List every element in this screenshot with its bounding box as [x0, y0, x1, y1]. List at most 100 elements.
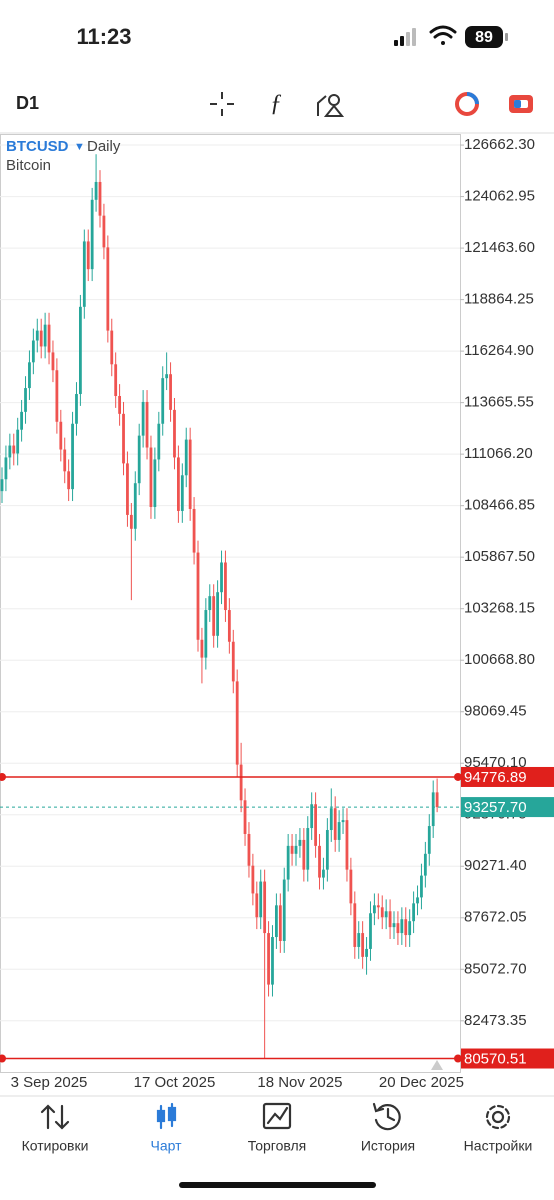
y-tick-label: 113665.55	[464, 394, 534, 411]
candle-body	[302, 839, 306, 870]
candle-body	[157, 423, 161, 460]
tab[interactable]	[443, 1097, 554, 1167]
candle-body	[137, 435, 141, 484]
candle-body	[184, 439, 188, 476]
level-handle	[0, 772, 6, 781]
candle-body	[341, 820, 345, 823]
candle-body	[47, 324, 51, 353]
candle-body	[110, 330, 114, 365]
candle-body	[420, 875, 423, 898]
candle-body	[82, 241, 86, 307]
y-tick-label: 87672.05	[464, 909, 527, 926]
candle-body	[90, 199, 94, 270]
candle-body	[231, 641, 235, 682]
candle-body	[298, 839, 302, 846]
candle-body	[67, 471, 71, 490]
candle-body	[251, 865, 255, 894]
candle-body	[122, 413, 125, 464]
candle-body	[149, 447, 153, 507]
tab[interactable]	[111, 1097, 222, 1167]
tab-label: История	[361, 1138, 415, 1154]
candle-body	[173, 409, 176, 458]
candle-body	[361, 933, 365, 957]
price-levels: 94776.89 80570.51 93257.70	[0, 766, 554, 1069]
candle-body	[325, 830, 329, 870]
candle-body	[180, 475, 184, 511]
candle-body	[435, 792, 439, 808]
candle-body	[271, 937, 274, 985]
candle-body	[75, 394, 78, 424]
candle-body	[416, 897, 419, 904]
candle-body	[227, 610, 231, 642]
candle-body	[243, 800, 247, 834]
crosshair-button[interactable]	[210, 92, 234, 116]
level-tag	[461, 766, 554, 787]
tab-label: Настройки	[464, 1138, 533, 1154]
tab[interactable]	[0, 1097, 111, 1167]
history-icon	[372, 1102, 401, 1131]
candle-body	[357, 933, 361, 947]
tab[interactable]	[332, 1097, 443, 1167]
x-tick-label: 3 Sep 2025	[11, 1074, 88, 1091]
quotes-icon	[40, 1104, 70, 1130]
candle-body	[427, 826, 431, 854]
candle-body	[94, 181, 98, 200]
tab-label: Чарт	[150, 1138, 182, 1154]
symbol[interactable]: BTCUSD	[6, 138, 69, 155]
candle-body	[55, 370, 59, 422]
trade-button[interactable]	[455, 92, 479, 116]
candle-body	[220, 562, 223, 593]
candle-body	[31, 340, 35, 363]
tab-icons	[40, 1102, 511, 1131]
candle-body	[314, 804, 317, 846]
candle-body	[396, 923, 400, 934]
candle-body	[169, 374, 172, 410]
y-tick-label: 116264.90	[464, 342, 534, 359]
candle-body	[345, 820, 349, 870]
objects-button[interactable]	[317, 94, 345, 117]
level-label: 94776.89	[464, 769, 527, 786]
candle-body	[431, 792, 435, 827]
symbol-dropdown[interactable]: ▼	[74, 141, 85, 153]
candle-body	[129, 514, 133, 529]
candle-body	[118, 396, 121, 414]
candle-body	[192, 508, 196, 553]
candle-body	[376, 905, 380, 908]
candle-body	[400, 919, 404, 934]
y-tick-label: 108466.85	[464, 497, 535, 514]
candle-body	[412, 903, 415, 922]
candle-body	[63, 449, 67, 472]
candle-body	[51, 352, 55, 371]
chart-icon	[156, 1102, 177, 1130]
candle-body	[337, 822, 341, 840]
y-tick-label: 90271.40	[464, 857, 527, 874]
candle-body	[247, 833, 251, 866]
candle-body	[392, 923, 396, 928]
candle-body	[224, 562, 227, 611]
level-handle	[454, 1054, 462, 1063]
account-button[interactable]	[509, 95, 533, 113]
y-tick-label: 100668.80	[464, 651, 535, 668]
timeframe[interactable]: D1	[16, 93, 39, 113]
y-tick-label: 124062.95	[464, 188, 535, 205]
candle-body	[79, 306, 82, 395]
level-label: 80570.51	[464, 1050, 527, 1067]
candle-body	[12, 445, 16, 454]
candle-body	[235, 681, 239, 765]
x-tick-label: 18 Nov 2025	[257, 1074, 342, 1091]
candle-body	[259, 881, 263, 918]
y-tick-label: 98069.45	[464, 703, 527, 720]
tab[interactable]	[222, 1097, 333, 1167]
scroll-marker[interactable]	[431, 1060, 443, 1070]
indicators-button[interactable]: ƒ	[270, 91, 282, 117]
candle-body	[267, 933, 270, 985]
y-tick-label: 126662.30	[464, 136, 535, 153]
candle-body	[98, 181, 102, 216]
candle-body	[204, 610, 208, 658]
candle-body	[71, 423, 74, 490]
x-tick-label: 20 Dec 2025	[379, 1074, 464, 1091]
y-tick-label: 82473.35	[464, 1012, 527, 1029]
candle-body	[114, 364, 118, 397]
candle-body	[278, 905, 282, 942]
